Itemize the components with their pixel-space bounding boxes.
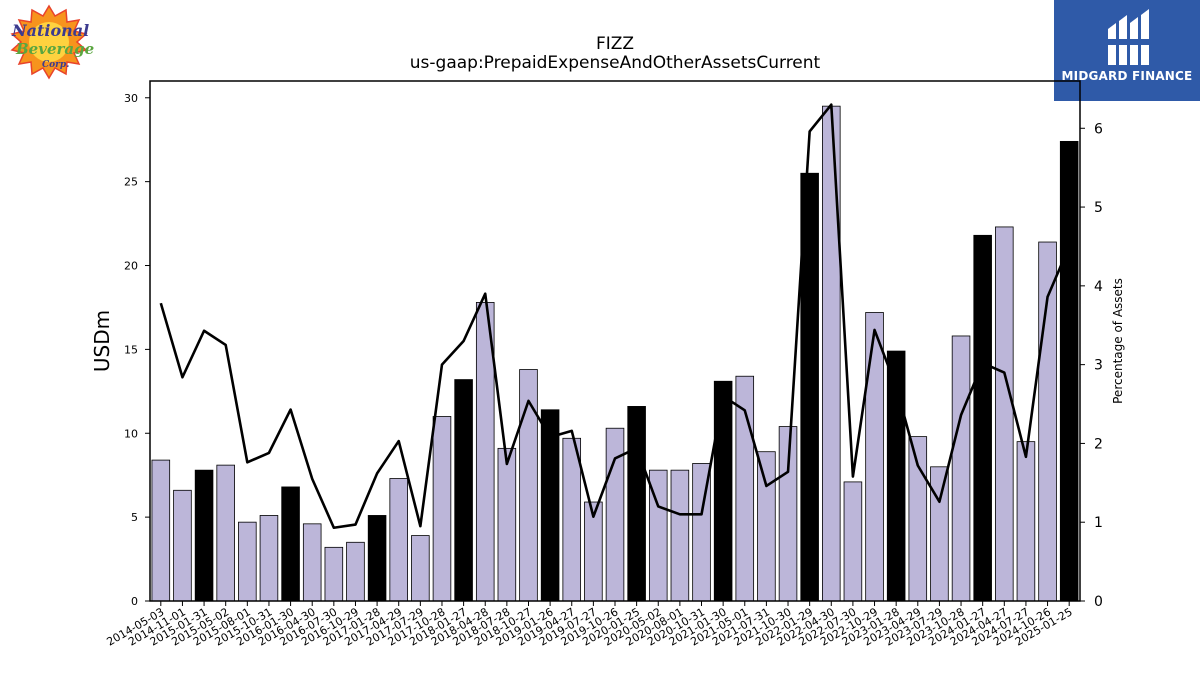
bar-series	[151, 105, 1079, 602]
bar-2014-05-03	[151, 459, 171, 602]
percentage-line	[159, 103, 1071, 530]
bar-2020-01-25	[627, 406, 646, 602]
bar-2018-07-28	[497, 447, 517, 602]
bar-2015-10-31	[259, 515, 279, 602]
national-beverage-logo: National Beverage Corp.	[4, 4, 94, 80]
bar-2019-01-26	[540, 409, 560, 602]
y2-tick-label: 5	[1094, 200, 1103, 216]
bar-2016-07-30	[324, 546, 344, 602]
bar-2015-05-02	[216, 464, 235, 602]
bar-2024-07-27	[1016, 441, 1036, 602]
midgard-finance-logo: MIDGARD FINANCE	[1054, 0, 1200, 101]
y-tick-label: 25	[124, 176, 138, 189]
bar-2020-08-01	[670, 469, 690, 602]
y-tick-label: 10	[124, 427, 138, 440]
svg-text:Beverage: Beverage	[15, 40, 94, 58]
y2-axis-label: Percentage of Assets	[1111, 278, 1125, 404]
bar-2025-01-25	[1059, 140, 1079, 602]
bar-2017-01-28	[367, 515, 387, 602]
bar-2015-08-01	[238, 521, 257, 602]
bar-2017-07-29	[411, 535, 430, 602]
bar-2021-01-30	[713, 380, 733, 602]
y-tick-label: 15	[124, 343, 138, 356]
bar-2016-04-30	[302, 523, 322, 602]
chart-title: FIZZ	[596, 34, 634, 54]
y2-tick-label: 0	[1094, 594, 1103, 610]
svg-text:National: National	[11, 21, 89, 40]
axes: 05101520253001234562014-05-032014-11-012…	[104, 80, 1103, 649]
bar-2017-10-28	[432, 416, 452, 602]
bar-2022-10-29	[865, 312, 884, 602]
bar-2024-04-27	[995, 226, 1014, 602]
y2-tick-label: 4	[1094, 279, 1103, 295]
y-tick-label: 30	[124, 92, 138, 105]
y-tick-label: 5	[131, 511, 138, 524]
y-tick-label: 20	[124, 260, 138, 273]
bar-2018-01-27	[454, 379, 473, 602]
bar-2024-01-27	[973, 234, 992, 602]
bar-2022-07-30	[843, 481, 863, 602]
y2-tick-label: 2	[1094, 436, 1103, 452]
midgard-finance-wordmark: MIDGARD FINANCE	[1061, 69, 1193, 83]
line-series	[159, 103, 1071, 530]
bar-2016-10-29	[346, 541, 365, 602]
y2-tick-label: 1	[1094, 515, 1103, 531]
bar-2021-07-31	[757, 451, 776, 602]
bar-2016-01-30	[281, 486, 300, 602]
bar-2023-10-28	[951, 335, 971, 602]
bar-2022-04-30	[822, 105, 841, 602]
bar-2017-04-29	[389, 478, 408, 602]
bar-2015-01-31	[194, 469, 214, 602]
y2-tick-label: 6	[1094, 121, 1103, 137]
bar-2019-04-27	[562, 437, 582, 602]
y-tick-label: 0	[131, 595, 138, 608]
bar-2023-07-29	[930, 466, 949, 602]
y2-tick-label: 3	[1094, 358, 1103, 374]
y-axis-label: USDm	[90, 310, 114, 372]
svg-text:Corp.: Corp.	[42, 60, 69, 70]
chart-subtitle: us-gaap:PrepaidExpenseAndOtherAssetsCurr…	[410, 53, 821, 73]
bar-2014-11-01	[173, 489, 192, 602]
